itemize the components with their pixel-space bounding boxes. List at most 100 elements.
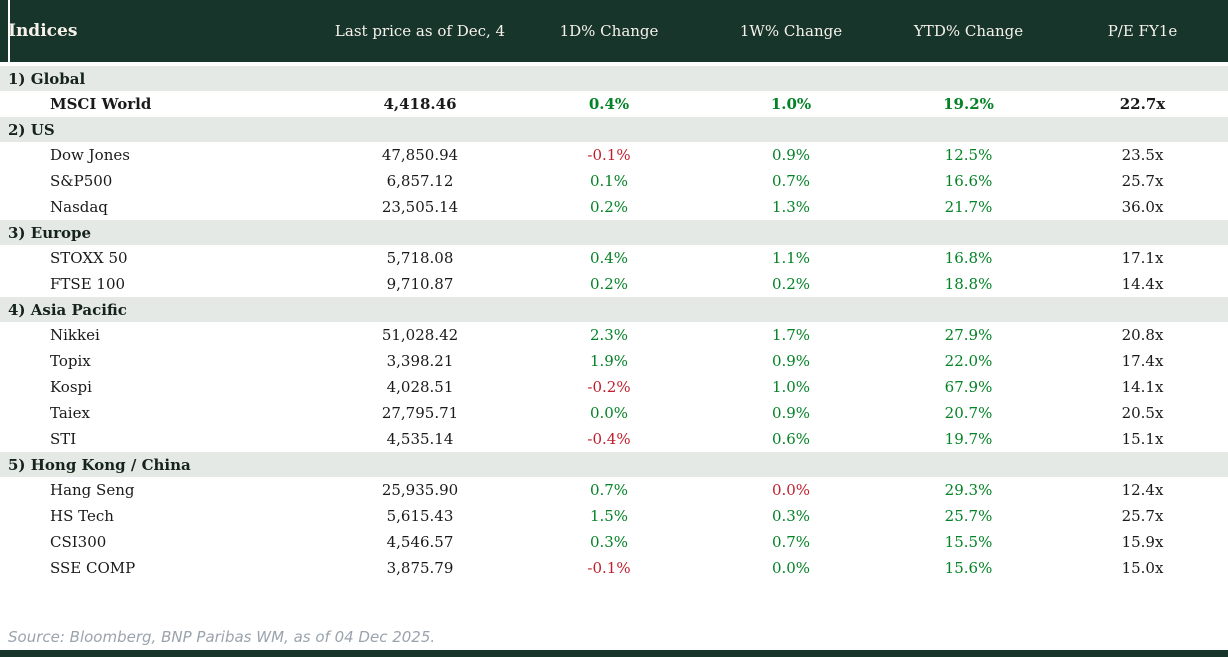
pe-fy1e: 25.7x <box>1121 172 1164 190</box>
pe-fy1e: 15.9x <box>1121 533 1164 551</box>
index-row: Dow Jones 47,850.94 -0.1% 0.9% 12.5% 23.5x <box>0 142 1228 168</box>
change-ytd: 16.8% <box>944 249 993 267</box>
pe-fy1e: 14.4x <box>1121 275 1164 293</box>
pe-fy1e: 12.4x <box>1121 481 1164 499</box>
change-ytd: 12.5% <box>944 146 993 164</box>
change-ytd: 19.7% <box>944 430 993 448</box>
pe-fy1e: 20.5x <box>1121 404 1164 422</box>
change-1d: -0.1% <box>587 146 631 164</box>
change-1d: 0.4% <box>588 95 630 113</box>
index-name: Hang Seng <box>50 481 135 499</box>
pe-fy1e: 25.7x <box>1121 507 1164 525</box>
change-1w: 0.2% <box>771 275 811 293</box>
last-price: 27,795.71 <box>381 404 459 422</box>
index-row: FTSE 100 9,710.87 0.2% 0.2% 18.8% 14.4x <box>0 271 1228 297</box>
section-row: 4) Asia Pacific <box>0 297 1228 322</box>
change-ytd: 20.7% <box>944 404 993 422</box>
change-1d: 0.2% <box>589 198 629 216</box>
source-note: Source: Bloomberg, BNP Paribas WM, as of… <box>8 628 436 646</box>
change-1w: 0.3% <box>771 507 811 525</box>
index-row: Nikkei 51,028.42 2.3% 1.7% 27.9% 20.8x <box>0 322 1228 348</box>
change-1w: 0.7% <box>771 533 811 551</box>
pe-fy1e: 14.1x <box>1121 378 1164 396</box>
pe-fy1e: 22.7x <box>1119 95 1166 113</box>
last-price: 23,505.14 <box>381 198 459 216</box>
change-ytd: 15.6% <box>944 559 993 577</box>
index-name: CSI300 <box>50 533 107 551</box>
section-row: 3) Europe <box>0 220 1228 245</box>
change-1w: 1.7% <box>771 326 811 344</box>
pe-fy1e: 23.5x <box>1121 146 1164 164</box>
index-name: Kospi <box>50 378 92 396</box>
col-header-1d-change: 1D% Change <box>559 22 659 40</box>
change-1d: -0.1% <box>587 559 631 577</box>
header-left-divider <box>8 0 10 62</box>
change-1w: 1.0% <box>771 378 811 396</box>
bottom-accent-bar <box>0 650 1228 657</box>
change-ytd: 25.7% <box>944 507 993 525</box>
index-name: HS Tech <box>50 507 114 525</box>
index-row: Kospi 4,028.51 -0.2% 1.0% 67.9% 14.1x <box>0 374 1228 400</box>
last-price: 4,418.46 <box>383 95 457 113</box>
index-name: FTSE 100 <box>50 275 126 293</box>
last-price: 4,028.51 <box>386 378 454 396</box>
last-price: 4,546.57 <box>386 533 454 551</box>
index-name: S&P500 <box>50 172 113 190</box>
table-header-row: Indices Last price as of Dec, 4 1D% Chan… <box>0 0 1228 62</box>
index-name: MSCI World <box>50 95 152 113</box>
pe-fy1e: 15.0x <box>1121 559 1164 577</box>
index-name: Nasdaq <box>50 198 108 216</box>
header-separator <box>0 62 1228 66</box>
pe-fy1e: 15.1x <box>1121 430 1164 448</box>
index-row: Nasdaq 23,505.14 0.2% 1.3% 21.7% 36.0x <box>0 194 1228 220</box>
last-price: 5,615.43 <box>386 507 454 525</box>
last-price: 5,718.08 <box>386 249 454 267</box>
index-name: SSE COMP <box>50 559 136 577</box>
change-1d: 0.3% <box>589 533 629 551</box>
index-name: Dow Jones <box>50 146 130 164</box>
index-name: Nikkei <box>50 326 100 344</box>
change-ytd: 18.8% <box>944 275 993 293</box>
index-row: HS Tech 5,615.43 1.5% 0.3% 25.7% 25.7x <box>0 503 1228 529</box>
index-row: MSCI World 4,418.46 0.4% 1.0% 19.2% 22.7x <box>0 91 1228 117</box>
pe-fy1e: 36.0x <box>1121 198 1164 216</box>
change-1d: 1.5% <box>589 507 629 525</box>
change-1w: 0.0% <box>771 559 811 577</box>
index-row: STI 4,535.14 -0.4% 0.6% 19.7% 15.1x <box>0 426 1228 452</box>
last-price: 25,935.90 <box>381 481 459 499</box>
col-header-pe-fy1e: P/E FY1e <box>1107 22 1178 40</box>
change-1d: -0.4% <box>587 430 631 448</box>
change-1w: 0.9% <box>771 146 811 164</box>
change-1d: 2.3% <box>589 326 629 344</box>
index-row: STOXX 50 5,718.08 0.4% 1.1% 16.8% 17.1x <box>0 245 1228 271</box>
last-price: 3,875.79 <box>386 559 454 577</box>
index-name: Taiex <box>50 404 90 422</box>
change-1w: 1.1% <box>771 249 811 267</box>
col-header-1w-change: 1W% Change <box>739 22 843 40</box>
col-header-last-price: Last price as of Dec, 4 <box>334 22 506 40</box>
index-row: SSE COMP 3,875.79 -0.1% 0.0% 15.6% 15.0x <box>0 555 1228 581</box>
last-price: 51,028.42 <box>381 326 459 344</box>
change-1d: 0.7% <box>589 481 629 499</box>
change-1d: 1.9% <box>589 352 629 370</box>
change-1d: 0.2% <box>589 275 629 293</box>
index-row: Taiex 27,795.71 0.0% 0.9% 20.7% 20.5x <box>0 400 1228 426</box>
change-ytd: 21.7% <box>944 198 993 216</box>
change-1w: 1.0% <box>770 95 812 113</box>
change-1w: 0.9% <box>771 352 811 370</box>
index-row: S&P500 6,857.12 0.1% 0.7% 16.6% 25.7x <box>0 168 1228 194</box>
col-header-ytd-change: YTD% Change <box>913 22 1024 40</box>
change-ytd: 19.2% <box>943 95 994 113</box>
change-1d: 0.0% <box>589 404 629 422</box>
change-ytd: 29.3% <box>944 481 993 499</box>
change-ytd: 15.5% <box>944 533 993 551</box>
change-1d: 0.4% <box>589 249 629 267</box>
change-ytd: 16.6% <box>944 172 993 190</box>
section-row: 5) Hong Kong / China <box>0 452 1228 477</box>
last-price: 47,850.94 <box>381 146 459 164</box>
index-name: STOXX 50 <box>50 249 128 267</box>
pe-fy1e: 17.1x <box>1121 249 1164 267</box>
index-name: Topix <box>50 352 91 370</box>
change-1d: -0.2% <box>587 378 631 396</box>
